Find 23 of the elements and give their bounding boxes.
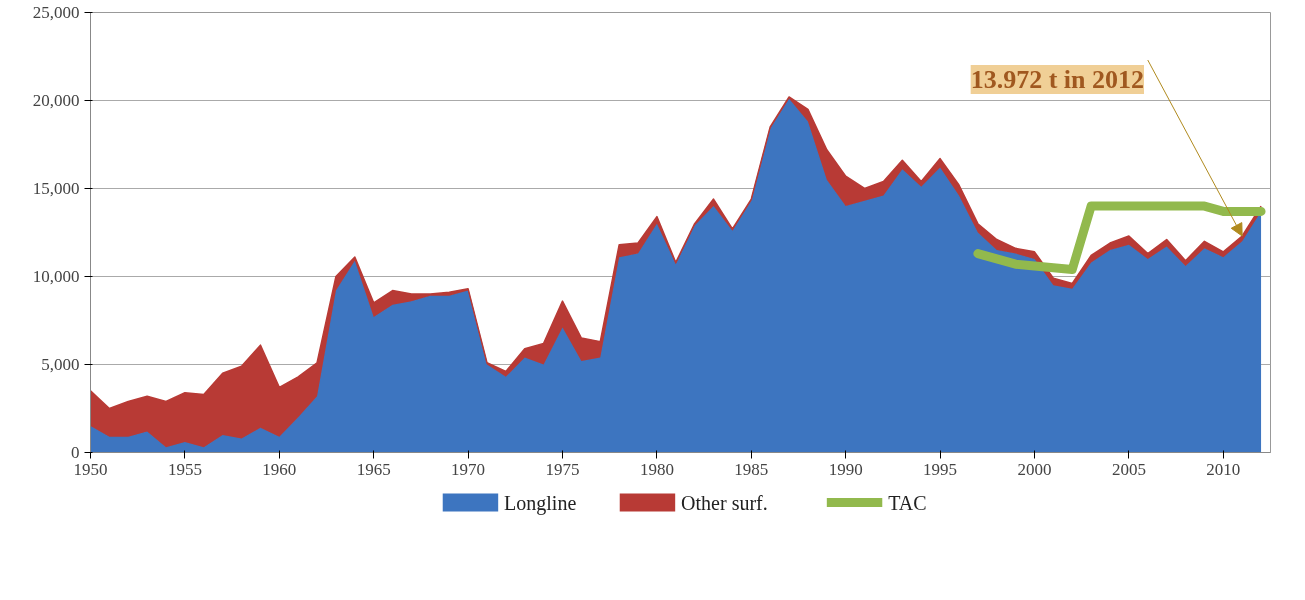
y-tick-label: 20,000 [32,91,80,110]
x-tick-label: 1960 [262,459,297,479]
x-tick-label: 1995 [923,459,958,479]
y-tick-label: 0 [71,443,80,462]
x-tick-label: 1950 [73,459,108,479]
x-tick-label: 1955 [167,459,202,479]
x-tick-label: 2000 [1017,459,1052,479]
legend-label: Longline [504,491,577,515]
x-tick-label: 1990 [828,459,863,479]
legend-label: Other surf. [681,491,768,514]
x-tick-label: 2005 [1111,459,1146,479]
x-tick-label: 1985 [734,459,769,479]
legend-label: TAC [888,491,927,514]
x-tick-label: 1975 [545,459,580,479]
x-tick-label: 2010 [1206,459,1241,479]
y-tick-label: 5,000 [41,355,80,374]
x-tick-label: 1970 [451,459,486,479]
annotation: 13.972 t in 2012 [970,64,1145,94]
x-tick-label: 1965 [356,459,391,479]
y-tick-label: 10,000 [32,267,80,286]
y-tick-label: 15,000 [32,179,80,198]
y-tick-label: 25,000 [32,3,80,22]
x-tick-label: 1980 [639,459,674,479]
